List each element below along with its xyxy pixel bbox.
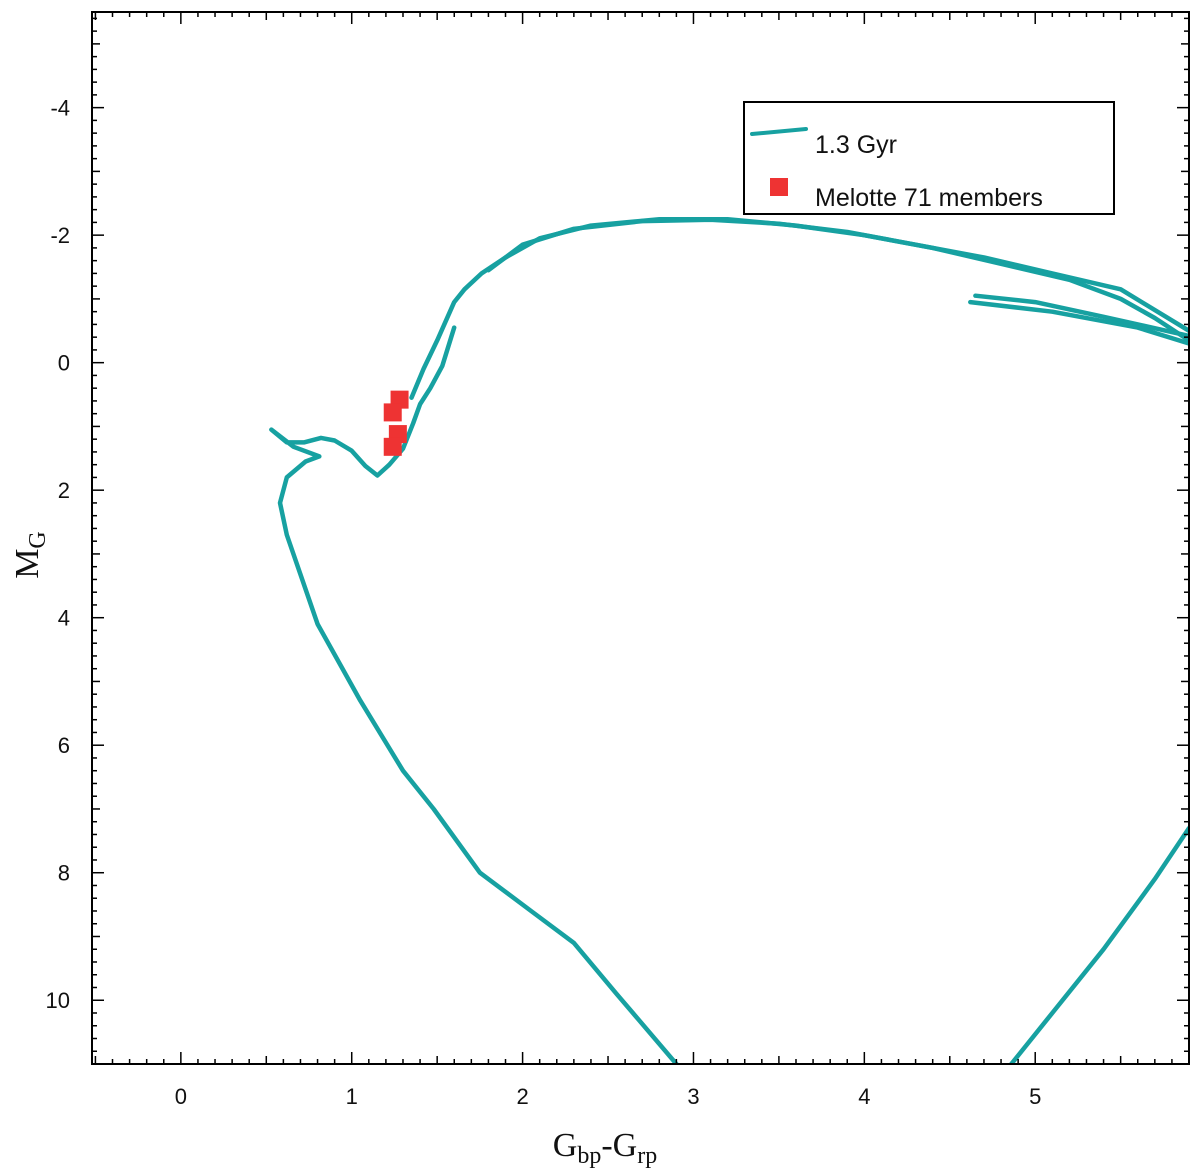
legend-box — [743, 101, 1115, 215]
isochrone-segment-4 — [968, 299, 1189, 346]
x-tick-label: 0 — [175, 1084, 187, 1109]
isochrone-segment-5 — [1009, 825, 1189, 1064]
isochrone-segment-0 — [269, 325, 679, 1064]
member-point-1 — [383, 403, 402, 422]
x-tick-label: 1 — [346, 1084, 358, 1109]
legend-label-members: Melotte 71 members — [815, 184, 1043, 212]
member-point-3 — [383, 437, 402, 456]
y-tick-labels: -4 -2 0 2 4 6 8 10 — [46, 96, 70, 1014]
x-tick-label: 2 — [516, 1084, 528, 1109]
isochrone-segment-2 — [486, 217, 1189, 334]
y-tick-label: 0 — [58, 351, 70, 376]
x-axis-title-rp: rp — [637, 1143, 657, 1169]
plot-frame — [91, 11, 1190, 1065]
legend-square-swatch — [770, 178, 788, 196]
y-axis-title: MG — [9, 531, 51, 579]
y-tick-label: 8 — [58, 861, 70, 886]
x-axis-title-bp: bp — [577, 1143, 601, 1169]
isochrone-curves — [269, 216, 1189, 1064]
legend: 1.3 Gyr Melotte 71 members — [743, 101, 1115, 215]
y-tick-label: -4 — [50, 96, 70, 121]
y-tick-label: 10 — [46, 988, 70, 1013]
x-axis-title-g2: G — [613, 1127, 638, 1164]
x-tick-label: 5 — [1029, 1084, 1041, 1109]
legend-label-isochrone: 1.3 Gyr — [815, 131, 897, 159]
y-tick-label: 2 — [58, 478, 70, 503]
axis-ticks — [92, 12, 1190, 1065]
x-axis-title: Gbp-Grp — [553, 1127, 657, 1169]
x-tick-labels: 0 1 2 3 4 5 — [175, 1084, 1042, 1109]
y-axis-title-g: G — [25, 531, 51, 548]
y-tick-label: 4 — [58, 606, 70, 631]
member-points — [383, 390, 409, 456]
y-tick-label: -2 — [50, 223, 70, 248]
legend-line-swatch — [750, 127, 808, 136]
y-axis-title-m: M — [9, 549, 46, 579]
isochrone-segment-3 — [973, 293, 1189, 339]
x-tick-label: 3 — [687, 1084, 699, 1109]
x-axis-title-sep: - — [601, 1127, 612, 1164]
x-axis-title-g1: G — [553, 1127, 578, 1164]
x-tick-label: 4 — [858, 1084, 870, 1109]
y-tick-label: 6 — [58, 733, 70, 758]
